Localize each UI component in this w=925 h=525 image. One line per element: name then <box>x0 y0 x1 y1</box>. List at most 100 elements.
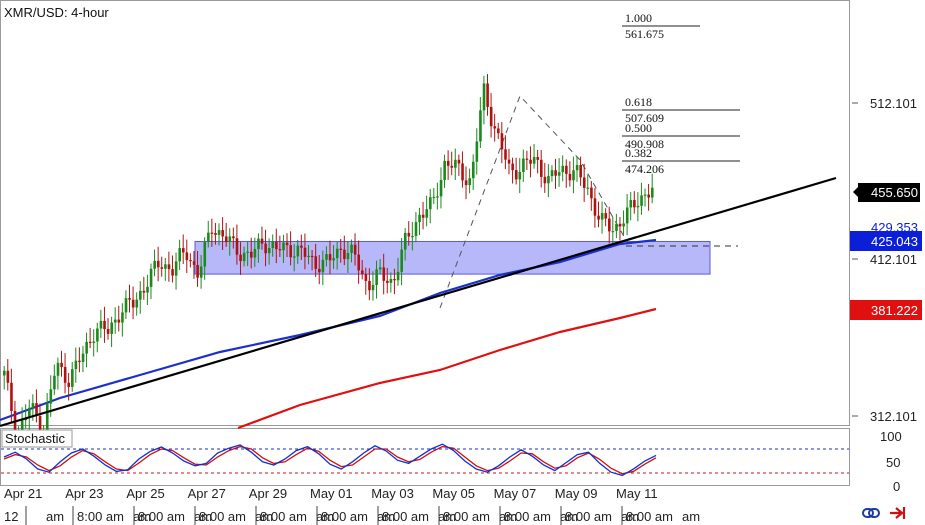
stochastic-label: Stochastic <box>5 431 65 446</box>
candle <box>74 347 78 383</box>
candle-body <box>518 171 522 180</box>
candle <box>572 156 575 194</box>
time-axis: Apr 21 Apr 23 Apr 25 Apr 27 Apr 29 May 01 May … <box>4 486 700 525</box>
candle <box>522 149 525 183</box>
stoch-tick-0: 0 <box>893 479 900 494</box>
candle <box>457 154 461 176</box>
candle-body <box>110 322 113 334</box>
candle-body <box>582 177 586 188</box>
candle <box>131 286 135 320</box>
candle-body <box>321 259 325 273</box>
candle-body <box>475 141 479 162</box>
candle <box>590 180 593 211</box>
candle-body <box>486 83 489 107</box>
candle <box>99 309 103 338</box>
candle <box>285 233 289 258</box>
candle <box>540 150 543 188</box>
candle-body <box>310 255 314 258</box>
candle <box>353 233 357 266</box>
candle-body <box>81 353 85 363</box>
candle-body <box>471 161 475 179</box>
candle <box>396 257 400 286</box>
candle <box>400 237 403 286</box>
candle-body <box>618 223 622 227</box>
x-time-label: 8:00 am <box>504 509 551 524</box>
candle-body <box>572 170 575 181</box>
candle <box>228 228 232 256</box>
candle-body <box>421 214 425 218</box>
candle <box>550 165 554 182</box>
x-am-label: am <box>682 509 700 524</box>
x-time-label: 8:00 am <box>77 509 124 524</box>
candle <box>318 255 321 285</box>
candle-body <box>604 213 608 219</box>
candle-body <box>139 290 142 300</box>
candle <box>633 191 636 214</box>
candle <box>92 329 96 357</box>
fib-ratio-1000: 1.000 <box>625 11 652 25</box>
x-am-label: am <box>316 509 334 524</box>
candle <box>307 244 310 265</box>
candle-body <box>28 407 31 418</box>
candle <box>178 239 182 270</box>
candle-body <box>636 205 640 208</box>
candle <box>386 267 389 294</box>
candle <box>224 222 228 247</box>
x-date-label: May 05 <box>432 486 475 501</box>
candle <box>629 191 633 221</box>
candle <box>436 182 439 210</box>
candle-body <box>640 195 643 206</box>
candle <box>382 253 386 295</box>
candle-body <box>149 268 153 287</box>
candle-body <box>568 173 572 181</box>
x-time-label: 8:00 am <box>626 509 673 524</box>
candle <box>171 255 174 283</box>
candle-body <box>167 264 171 270</box>
candle-body <box>436 196 439 198</box>
candle-body <box>507 159 511 164</box>
candle-body <box>339 248 343 250</box>
candle-body <box>45 403 49 432</box>
candle <box>135 292 139 316</box>
candle-body <box>350 244 353 254</box>
candle-body <box>414 222 418 237</box>
arrow-right-icon[interactable] <box>887 503 907 523</box>
x-date-label: May 11 <box>616 486 658 501</box>
candle-body <box>650 187 654 198</box>
candle-body <box>432 196 436 199</box>
candle <box>289 231 292 266</box>
candle <box>271 234 275 257</box>
candle <box>443 154 446 188</box>
candle-body <box>332 258 335 261</box>
candle <box>471 154 475 190</box>
candle-body <box>239 254 242 262</box>
candle-body <box>250 251 253 258</box>
candle-body <box>267 247 271 254</box>
candle-body <box>615 223 618 232</box>
candle-body <box>103 320 106 330</box>
candle-body <box>49 389 53 404</box>
candle-body <box>121 312 124 323</box>
candle-body <box>532 157 536 164</box>
candle-body <box>253 248 257 258</box>
fib-price-0618: 507.609 <box>625 111 664 125</box>
candle <box>361 259 364 280</box>
candle-body <box>468 178 471 186</box>
stoch-tick-50: 50 <box>886 455 900 470</box>
x-date-label: May 09 <box>555 486 598 501</box>
candle <box>121 303 124 337</box>
candle-body <box>60 362 63 368</box>
candle-body <box>522 158 525 172</box>
candle-body <box>3 370 6 376</box>
candle <box>85 332 88 368</box>
candle-body <box>586 187 590 189</box>
candle <box>328 240 332 275</box>
chain-link-icon[interactable] <box>861 503 881 523</box>
candle <box>325 246 328 267</box>
candle-body <box>38 416 42 434</box>
fib-price-0500: 490.908 <box>625 137 664 151</box>
candle <box>371 271 375 301</box>
candle-body <box>540 159 543 177</box>
candle <box>71 361 74 392</box>
x-date-label: Apr 23 <box>65 486 103 501</box>
